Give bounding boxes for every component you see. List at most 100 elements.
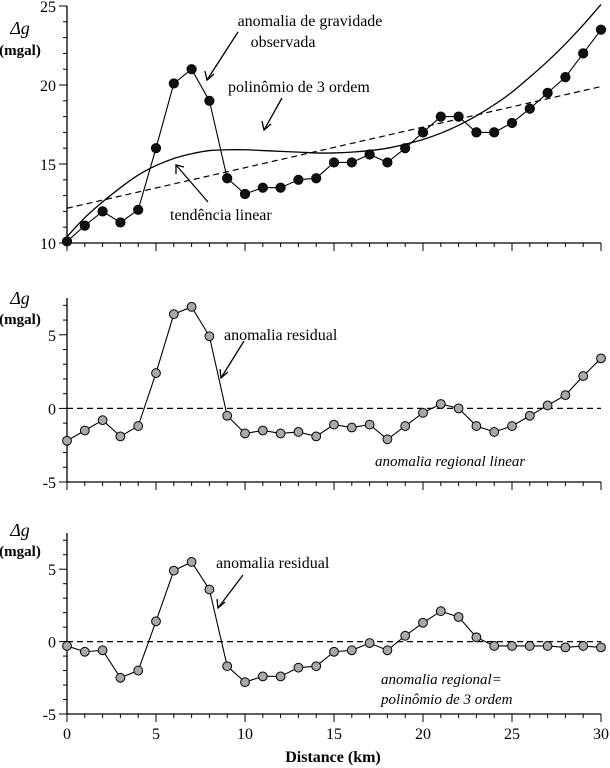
top-data-point — [133, 204, 144, 215]
panel-middle-chart: -5 0 5 — [43, 298, 606, 492]
middle-y-tick-label: 0 — [48, 401, 56, 418]
middle-data-point — [418, 407, 428, 418]
top-data-point — [524, 103, 535, 114]
arrowhead-polynomial — [261, 120, 272, 132]
top-data-point — [595, 24, 607, 35]
middle-data-point — [489, 427, 500, 437]
bottom-data-point — [186, 557, 197, 567]
bottom-data-point — [204, 584, 215, 595]
annotation-observed-line1: anomalia de gravidade — [238, 13, 383, 30]
top-data-point — [471, 127, 482, 138]
bottom-data-point — [453, 612, 464, 622]
bottom-data-point — [364, 638, 375, 648]
middle-data-point — [471, 421, 482, 431]
top-ylabel: Δg — [9, 18, 30, 38]
bottom-ylabel: Δg — [9, 520, 30, 540]
bottom-data-point — [311, 661, 322, 672]
middle-y-tick-label: 5 — [48, 328, 56, 345]
middle-data-point — [222, 410, 233, 421]
x-axis-label: Distance (km) — [285, 749, 381, 766]
bottom-x-tick-label: 15 — [326, 726, 342, 743]
bottom-data-point — [240, 677, 250, 688]
top-data-point — [328, 157, 340, 168]
bottom-data-point — [346, 645, 357, 656]
middle-data-point — [346, 422, 357, 433]
middle-data-point — [186, 301, 197, 312]
top-y-tick-label: 25 — [40, 0, 56, 16]
top-data-point — [168, 78, 179, 89]
middle-data-point — [560, 390, 571, 401]
bottom-data-point — [97, 645, 108, 656]
top-data-point — [578, 48, 589, 59]
top-data-point — [293, 174, 304, 185]
bottom-y-tick-label: 5 — [48, 562, 56, 579]
arrowhead-observed — [204, 70, 215, 82]
bottom-x-tick-label: 25 — [504, 726, 520, 743]
arrowhead-linear-trend — [175, 164, 185, 174]
middle-data-point — [382, 434, 393, 445]
top-data-point — [311, 173, 322, 184]
bottom-data-point — [293, 662, 304, 673]
top-data-point — [150, 143, 162, 154]
middle-data-point — [293, 427, 304, 437]
top-data-point — [257, 182, 268, 193]
top-series-line — [66, 29, 602, 242]
bottom-x-tick-label: 30 — [593, 726, 609, 743]
series-linear-trend-line — [66, 85, 602, 209]
panel-top-chart: 10 15 20 25 — [40, 0, 607, 253]
bottom-data-point — [168, 565, 179, 576]
middle-ylabel-unit: (mgal) — [0, 312, 41, 328]
bottom-x-tick-label: 10 — [237, 726, 253, 743]
bottom-data-point — [275, 671, 286, 682]
middle-data-point — [400, 421, 411, 431]
top-data-point — [239, 188, 251, 200]
middle-data-point — [240, 428, 250, 439]
top-data-point — [61, 236, 73, 247]
bottom-data-point — [524, 641, 535, 651]
middle-ylabel: Δg — [9, 288, 30, 308]
bottom-data-point — [596, 642, 606, 653]
middle-data-point — [542, 400, 553, 411]
middle-data-point — [596, 353, 606, 364]
middle-data-point — [507, 421, 517, 431]
bottom-series-line — [66, 561, 602, 683]
top-y-tick-label: 20 — [40, 78, 56, 95]
top-data-point — [346, 157, 357, 168]
panel-bottom-chart: 0 5 10 15 20 25 30 -5 0 5 — [43, 533, 609, 743]
top-data-point — [97, 206, 108, 217]
arrow-residual-bottom — [217, 574, 244, 609]
top-data-point — [222, 173, 233, 184]
top-y-tick-label: 10 — [40, 236, 56, 253]
bottom-data-point — [62, 641, 72, 651]
arrow-residual-middle — [220, 340, 245, 379]
annotation-regional-poly-line2: polinômio de 3 ordem — [380, 692, 513, 708]
top-data-point — [382, 157, 393, 168]
bottom-data-point — [151, 616, 161, 627]
arrow-linear-trend — [175, 164, 209, 203]
series-polynomial-curve — [66, 3, 602, 238]
bottom-data-point — [489, 641, 500, 651]
top-data-point — [204, 95, 215, 106]
bottom-ylabel-unit: (mgal) — [0, 544, 41, 560]
bottom-x-tick-label: 20 — [415, 726, 431, 743]
bottom-y-tick-label: -5 — [43, 707, 56, 724]
middle-data-point — [275, 428, 286, 439]
bottom-data-point — [435, 606, 446, 617]
top-data-point — [542, 87, 553, 99]
middle-data-point — [168, 309, 179, 320]
annotation-linear-trend: tendência linear — [170, 207, 272, 224]
top-data-point — [79, 220, 90, 231]
middle-data-point — [524, 410, 535, 421]
bottom-data-point — [79, 646, 90, 657]
annotation-regional-linear: anomalia regional linear — [375, 454, 525, 470]
bottom-data-point — [560, 642, 571, 653]
middle-data-point — [97, 415, 108, 426]
top-data-point — [506, 117, 518, 129]
arrow-observed — [206, 31, 239, 81]
bottom-data-point — [542, 641, 553, 651]
annotation-residual-bottom: anomalia residual — [216, 555, 330, 572]
middle-data-point — [311, 431, 322, 442]
middle-data-point — [133, 421, 144, 431]
annotation-polynomial: polinômio de 3 ordem — [228, 79, 370, 96]
